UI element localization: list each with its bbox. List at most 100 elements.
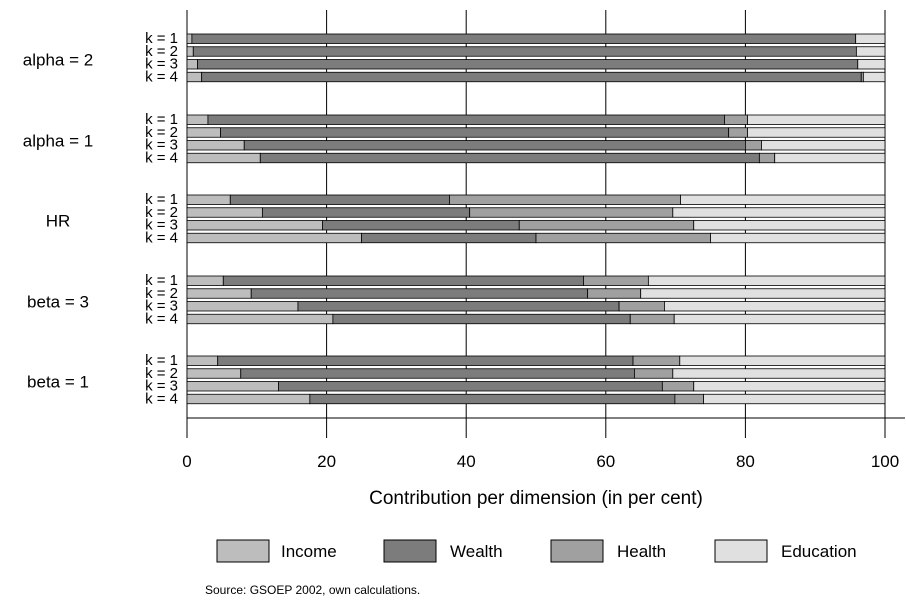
bar-segment-wealth — [261, 207, 471, 218]
bar-segment-wealth — [197, 59, 859, 70]
bar-label: k = 4 — [145, 390, 178, 407]
bar-label: k = 2 — [145, 204, 178, 221]
bar-segment-education — [693, 381, 886, 392]
bar-segment-education — [679, 355, 886, 366]
bar-label: k = 3 — [145, 217, 178, 234]
bar-segment-health — [535, 232, 711, 244]
bar-segment-health — [629, 313, 675, 325]
bar-segment-wealth — [361, 232, 537, 244]
bar-segment-income — [186, 207, 263, 218]
bar-segment-income — [186, 46, 194, 57]
bar-label: k = 1 — [145, 272, 178, 289]
legend-label-wealth: Wealth — [450, 542, 503, 561]
bar-segment-income — [186, 275, 224, 286]
bar-segment-wealth — [309, 393, 676, 405]
bar-segment-income — [186, 114, 209, 125]
bar-label: k = 3 — [145, 378, 178, 395]
bar-label: k = 3 — [145, 298, 178, 315]
bar-segment-wealth — [220, 127, 730, 138]
bar-segment-wealth — [297, 301, 620, 312]
bar-segment-income — [186, 288, 252, 299]
bars — [186, 33, 886, 405]
bar-segment-wealth — [240, 368, 635, 379]
bar-segment-education — [647, 275, 886, 286]
bar-segment-education — [747, 127, 886, 138]
bar-label: k = 1 — [145, 191, 178, 208]
bar-segment-wealth — [191, 33, 857, 44]
bar-label: k = 1 — [145, 30, 178, 47]
legend-label-income: Income — [281, 542, 337, 561]
bar-segment-education — [747, 114, 886, 125]
bar-segment-wealth — [259, 152, 760, 164]
bar-segment-wealth — [229, 194, 450, 205]
bar-segment-health — [618, 301, 665, 312]
x-tick-label: 100 — [871, 452, 899, 471]
bar-segment-health — [469, 207, 674, 218]
bar-segment-income — [186, 301, 299, 312]
bar-segment-health — [634, 368, 674, 379]
bar-label: k = 3 — [145, 56, 178, 73]
bar-label: k = 1 — [145, 352, 178, 369]
bar-segment-education — [664, 301, 886, 312]
bar-segment-income — [186, 381, 279, 392]
bar-segment-income — [186, 313, 334, 325]
bar-segment-health — [587, 288, 642, 299]
bar-segment-education — [672, 207, 886, 218]
x-tick-label: 60 — [596, 452, 615, 471]
bar-label: k = 2 — [145, 285, 178, 302]
bar-segment-income — [186, 355, 219, 366]
bar-label: k = 4 — [145, 68, 178, 85]
bar-segment-income — [186, 127, 221, 138]
bar-segment-income — [186, 393, 311, 405]
group-label: alpha = 1 — [23, 132, 93, 151]
legend-swatch-income — [216, 539, 270, 563]
x-tick-label: 80 — [736, 452, 755, 471]
bar-segment-income — [186, 194, 231, 205]
bar-segment-wealth — [250, 288, 589, 299]
bar-segment-education — [855, 33, 886, 44]
group-label: beta = 1 — [27, 373, 89, 392]
bar-segment-income — [186, 368, 242, 379]
bar-segment-education — [862, 71, 886, 83]
bar-segment-health — [758, 152, 776, 164]
bar-segment-health — [661, 381, 695, 392]
bar-segment-health — [632, 355, 681, 366]
bar-segment-wealth — [322, 220, 520, 231]
legend-swatch-health — [550, 539, 604, 563]
bar-segment-wealth — [243, 140, 746, 151]
bar-segment-health — [724, 114, 748, 125]
bar-segment-education — [673, 313, 886, 325]
legend-label-health: Health — [617, 542, 666, 561]
bar-segment-wealth — [201, 71, 862, 83]
bar-segment-wealth — [278, 381, 663, 392]
bar-segment-education — [680, 194, 886, 205]
bar-label: k = 4 — [145, 310, 178, 327]
bar-segment-wealth — [217, 355, 634, 366]
bar-segment-wealth — [222, 275, 584, 286]
legend-label-education: Education — [781, 542, 857, 561]
bar-segment-income — [186, 220, 323, 231]
bar-segment-education — [703, 393, 886, 405]
bar-segment-income — [186, 71, 203, 83]
bar-segment-education — [774, 152, 886, 164]
bar-segment-income — [186, 140, 245, 151]
bar-segment-education — [857, 59, 886, 70]
bar-segment-education — [672, 368, 886, 379]
legend-swatch-education — [714, 539, 768, 563]
bar-segment-education — [710, 232, 886, 244]
source-note: Source: GSOEP 2002, own calculations. — [205, 583, 421, 597]
bar-segment-education — [761, 140, 886, 151]
bar-segment-health — [745, 140, 762, 151]
bar-label: k = 3 — [145, 137, 178, 154]
bar-segment-health — [674, 393, 704, 405]
bar-segment-income — [186, 152, 261, 164]
bar-label: k = 1 — [145, 111, 178, 128]
bar-segment-income — [186, 59, 198, 70]
group-label: beta = 3 — [27, 293, 89, 312]
bar-segment-health — [518, 220, 695, 231]
x-axis-label: Contribution per dimension (in per cent) — [369, 488, 703, 509]
legend-swatch-wealth — [383, 539, 437, 563]
x-tick-label: 0 — [182, 452, 191, 471]
